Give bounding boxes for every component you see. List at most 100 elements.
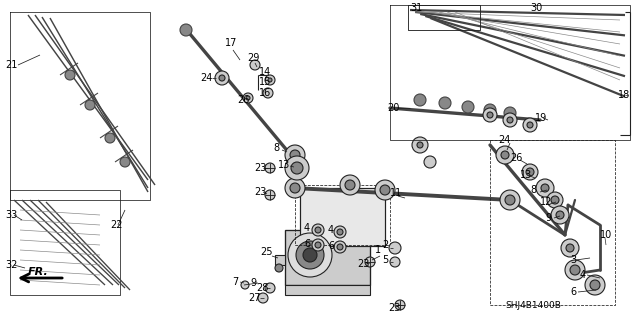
Circle shape (484, 104, 496, 116)
Circle shape (526, 168, 534, 176)
Circle shape (536, 179, 554, 197)
Text: 21: 21 (5, 60, 17, 70)
Circle shape (503, 113, 517, 127)
Text: 29: 29 (247, 53, 259, 63)
Text: 18: 18 (618, 90, 630, 100)
Text: 14: 14 (259, 67, 271, 77)
Circle shape (250, 60, 260, 70)
Circle shape (265, 283, 275, 293)
Circle shape (585, 275, 605, 295)
Circle shape (522, 164, 538, 180)
Circle shape (565, 260, 585, 280)
Circle shape (541, 184, 549, 192)
Circle shape (85, 100, 95, 110)
Circle shape (312, 239, 324, 251)
Text: 26: 26 (510, 153, 522, 163)
Text: 6: 6 (570, 287, 576, 297)
Text: 8: 8 (273, 143, 279, 153)
Text: 13: 13 (278, 160, 291, 170)
Text: 6: 6 (328, 241, 334, 251)
Circle shape (268, 78, 272, 82)
Circle shape (265, 163, 275, 173)
Text: 23: 23 (388, 303, 401, 313)
Circle shape (285, 145, 305, 165)
Text: 32: 32 (5, 260, 17, 270)
Circle shape (412, 137, 428, 153)
Circle shape (180, 24, 192, 36)
Circle shape (340, 175, 360, 195)
Circle shape (547, 192, 563, 208)
Circle shape (487, 112, 493, 118)
Circle shape (315, 227, 321, 233)
Circle shape (65, 70, 75, 80)
Text: 33: 33 (5, 210, 17, 220)
Text: SHJ4B1400B: SHJ4B1400B (505, 300, 561, 309)
Circle shape (290, 150, 300, 160)
Circle shape (337, 244, 343, 250)
Circle shape (285, 156, 309, 180)
Circle shape (265, 75, 275, 85)
Text: 4: 4 (304, 223, 310, 233)
Circle shape (395, 300, 405, 310)
Circle shape (417, 142, 423, 148)
Polygon shape (275, 255, 285, 265)
Circle shape (337, 229, 343, 235)
Circle shape (424, 156, 436, 168)
Circle shape (462, 101, 474, 113)
Circle shape (312, 224, 324, 236)
Text: 23: 23 (254, 187, 266, 197)
Circle shape (570, 265, 580, 275)
Text: 30: 30 (530, 3, 542, 13)
Circle shape (527, 122, 533, 128)
Circle shape (345, 180, 355, 190)
Circle shape (334, 226, 346, 238)
Circle shape (334, 241, 346, 253)
Circle shape (389, 242, 401, 254)
Circle shape (505, 195, 515, 205)
Text: 17: 17 (225, 38, 237, 48)
Text: 4: 4 (328, 225, 334, 235)
Text: 16: 16 (259, 88, 271, 98)
Circle shape (120, 157, 130, 167)
Text: 31: 31 (410, 3, 422, 13)
Circle shape (500, 190, 520, 210)
Circle shape (243, 93, 253, 103)
Text: 1: 1 (375, 245, 381, 255)
Circle shape (414, 94, 426, 106)
Text: 4: 4 (580, 270, 586, 280)
Text: 24: 24 (498, 135, 510, 145)
Text: 2: 2 (382, 240, 388, 250)
Text: 26: 26 (237, 95, 250, 105)
Circle shape (365, 257, 375, 267)
Text: 9: 9 (250, 278, 256, 288)
Text: 5: 5 (382, 255, 388, 265)
Circle shape (275, 264, 283, 272)
Text: 23: 23 (254, 163, 266, 173)
Text: 23: 23 (357, 259, 369, 269)
Text: 11: 11 (390, 188, 403, 198)
Text: 24: 24 (200, 73, 212, 83)
Text: 13: 13 (520, 170, 532, 180)
Circle shape (263, 88, 273, 98)
Circle shape (246, 96, 250, 100)
Text: 27: 27 (248, 293, 260, 303)
Circle shape (501, 151, 509, 159)
Circle shape (590, 280, 600, 290)
Text: 3: 3 (570, 255, 576, 265)
Circle shape (241, 281, 249, 289)
Text: 8: 8 (530, 185, 536, 195)
Circle shape (483, 108, 497, 122)
Circle shape (504, 107, 516, 119)
Circle shape (375, 180, 395, 200)
Circle shape (291, 162, 303, 174)
Circle shape (556, 211, 564, 219)
Circle shape (288, 233, 332, 277)
Text: 25: 25 (260, 247, 273, 257)
Circle shape (523, 118, 537, 132)
Circle shape (496, 146, 514, 164)
Circle shape (551, 196, 559, 204)
Circle shape (105, 133, 115, 143)
Circle shape (290, 183, 300, 193)
Text: 9: 9 (545, 213, 551, 223)
Text: 12: 12 (540, 197, 552, 207)
